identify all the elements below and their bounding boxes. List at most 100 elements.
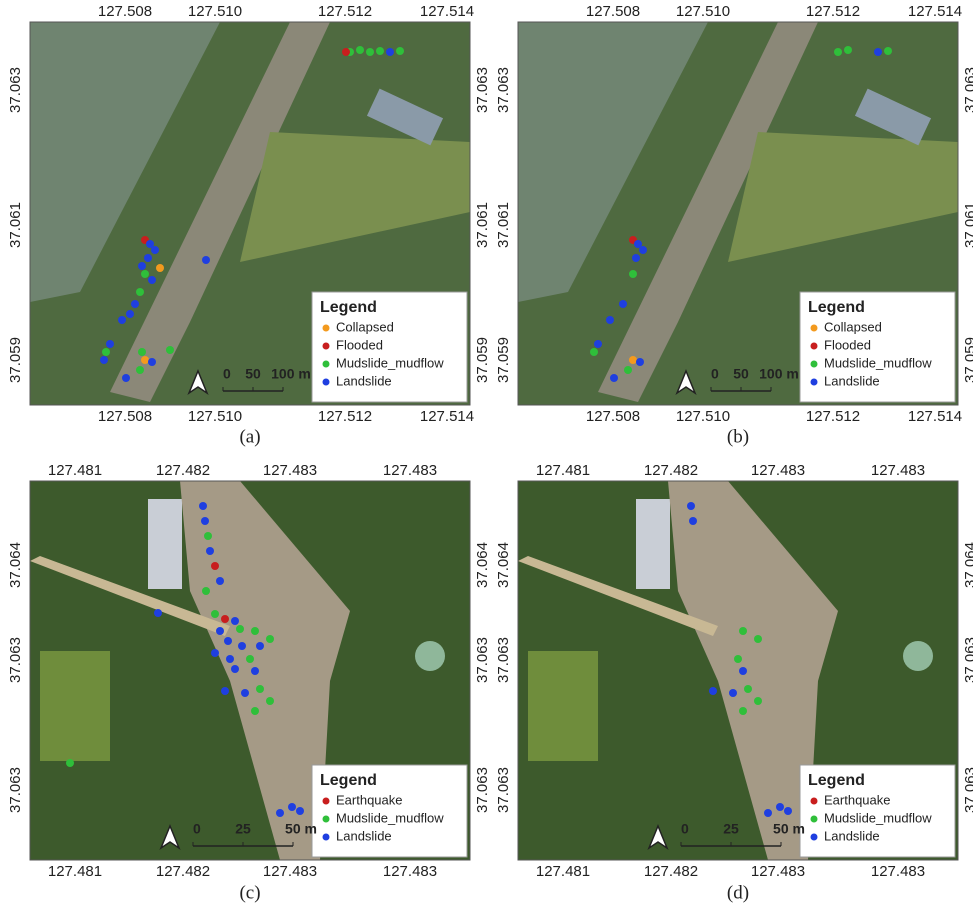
event-dot <box>246 655 254 663</box>
legend-label: Flooded <box>336 337 383 352</box>
y-tick-label: 37.059 <box>474 337 491 383</box>
legend-label: Earthquake <box>336 792 403 807</box>
y-tick-label: 37.063 <box>962 637 973 683</box>
y-tick-label: 37.061 <box>7 202 24 248</box>
event-dot <box>256 642 264 650</box>
event-dot <box>166 346 174 354</box>
legend-swatch <box>323 834 330 841</box>
x-tick-label: 127.481 <box>536 462 590 479</box>
x-tick-label: 127.514 <box>420 408 474 425</box>
event-dot <box>376 47 384 55</box>
y-tick-label: 37.063 <box>962 67 973 113</box>
building <box>148 499 182 589</box>
event-dot <box>251 707 259 715</box>
legend-label: Flooded <box>824 337 871 352</box>
event-dot <box>606 316 614 324</box>
legend-swatch <box>323 816 330 823</box>
x-tick-label: 127.514 <box>420 3 474 20</box>
event-dot <box>689 517 697 525</box>
y-tick-label: 37.063 <box>474 637 491 683</box>
event-dot <box>204 532 212 540</box>
event-dot <box>102 348 110 356</box>
event-dot <box>66 759 74 767</box>
event-dot <box>288 803 296 811</box>
panel-caption: (c) <box>239 882 260 903</box>
x-tick-label: 127.508 <box>98 408 152 425</box>
event-dot <box>266 697 274 705</box>
y-tick-label: 37.063 <box>7 767 24 813</box>
event-dot <box>590 348 598 356</box>
legend-label: Landslide <box>824 828 880 843</box>
x-tick-label: 127.483 <box>751 462 805 479</box>
legend-swatch <box>811 361 818 368</box>
x-tick-label: 127.482 <box>644 863 698 880</box>
event-dot <box>221 687 229 695</box>
event-dot <box>386 48 394 56</box>
event-dot <box>126 310 134 318</box>
event-dot <box>296 807 304 815</box>
event-dot <box>276 809 284 817</box>
scale-label: 50 <box>733 366 749 382</box>
event-dot <box>136 288 144 296</box>
panel-caption: (b) <box>727 426 749 447</box>
event-dot <box>241 689 249 697</box>
event-dot <box>211 610 219 618</box>
event-dot <box>739 667 747 675</box>
legend-title: Legend <box>808 772 865 789</box>
x-tick-label: 127.514 <box>908 408 962 425</box>
x-tick-label: 127.512 <box>318 408 372 425</box>
legend-label: Collapsed <box>824 319 882 334</box>
legend-label: Landslide <box>336 373 392 388</box>
event-dot <box>624 366 632 374</box>
scale-label: 50 m <box>773 821 805 837</box>
x-tick-label: 127.508 <box>586 408 640 425</box>
event-dot <box>754 635 762 643</box>
y-tick-label: 37.063 <box>474 767 491 813</box>
legend-title: Legend <box>320 299 377 316</box>
event-dot <box>610 374 618 382</box>
legend-swatch <box>323 379 330 386</box>
event-dot <box>151 246 159 254</box>
pond <box>415 641 445 671</box>
event-dot <box>251 627 259 635</box>
y-tick-label: 37.063 <box>7 637 24 683</box>
legend-swatch <box>811 379 818 386</box>
legend-label: Mudslide_mudflow <box>824 355 932 370</box>
y-tick-label: 37.063 <box>495 637 512 683</box>
event-dot <box>136 366 144 374</box>
event-dot <box>874 48 882 56</box>
event-dot <box>619 300 627 308</box>
event-dot <box>629 356 637 364</box>
legend-swatch <box>811 834 818 841</box>
event-dot <box>224 637 232 645</box>
scale-label: 100 m <box>271 366 311 382</box>
scale-label: 0 <box>193 821 201 837</box>
y-tick-label: 37.063 <box>474 67 491 113</box>
figure: 127.508 127.510 127.512 127.514 127.508 127.5… <box>0 0 973 904</box>
scale-label: 100 m <box>759 366 799 382</box>
event-dot <box>154 609 162 617</box>
event-dot <box>122 374 130 382</box>
event-dot <box>356 46 364 54</box>
x-tick-label: 127.482 <box>156 462 210 479</box>
event-dot <box>216 627 224 635</box>
legend-swatch <box>811 325 818 332</box>
event-dot <box>148 276 156 284</box>
legend-title: Legend <box>808 299 865 316</box>
event-dot <box>342 48 350 56</box>
event-dot <box>729 689 737 697</box>
crop-field <box>40 651 110 761</box>
event-dot <box>221 615 229 623</box>
legend-label: Mudslide_mudflow <box>336 355 444 370</box>
scale-label: 0 <box>681 821 689 837</box>
event-dot <box>201 517 209 525</box>
legend-label: Landslide <box>336 828 392 843</box>
event-dot <box>834 48 842 56</box>
panel-caption: (a) <box>239 426 260 447</box>
x-tick-label: 127.483 <box>383 462 437 479</box>
event-dot <box>754 697 762 705</box>
scale-label: 0 <box>711 366 719 382</box>
event-dot <box>100 356 108 364</box>
x-tick-label: 127.510 <box>188 3 242 20</box>
event-dot <box>238 642 246 650</box>
